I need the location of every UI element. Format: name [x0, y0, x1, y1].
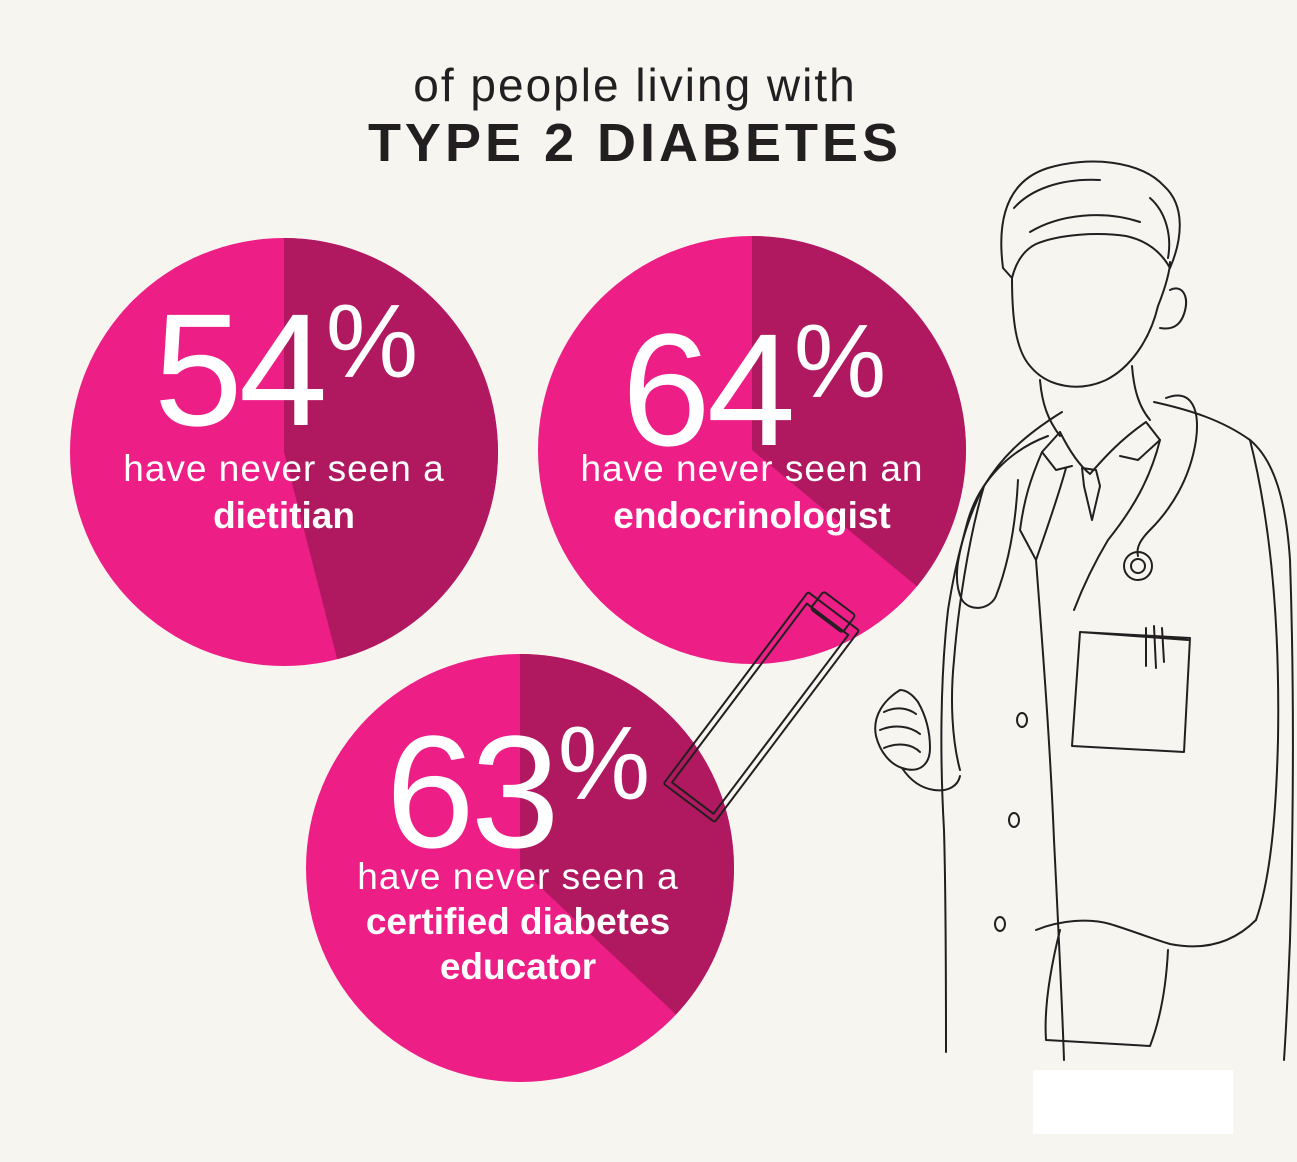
pie-2-slice-remainder	[752, 236, 966, 587]
chart-1-percent: 54%	[104, 290, 464, 450]
pie-1-slice-remainder	[284, 238, 498, 660]
chart-3-description: have never seen a certified diabetes edu…	[308, 858, 728, 985]
chart-3-line2: certified diabetes	[365, 901, 671, 942]
hand-left	[874, 689, 931, 771]
lower-pocket	[1044, 929, 1169, 1047]
chart-2-value: 64	[621, 300, 796, 479]
chart-1-value: 54	[153, 280, 328, 459]
chart-3-line1: have never seen a	[357, 856, 679, 897]
chart-2-percent: 64%	[572, 310, 932, 470]
chart-1-line2: dietitian	[213, 495, 355, 536]
clipboard	[663, 591, 860, 823]
chart-3-line3: educator	[439, 946, 597, 987]
chart-3-percent: 63%	[336, 712, 696, 872]
chart-2-line2: endocrinologist	[613, 495, 891, 536]
page-title: TYPE 2 DIABETES	[367, 113, 903, 173]
doctor-hair	[1000, 160, 1181, 279]
chest-pocket	[1071, 631, 1191, 753]
doctor-lapel-left	[1019, 451, 1067, 561]
subtitle: of people living with	[413, 59, 857, 111]
stethoscope	[955, 394, 1198, 609]
doctor-collar	[1059, 421, 1147, 475]
blank-panel	[1033, 1070, 1233, 1134]
chart-1-percent-symbol: %	[325, 284, 419, 400]
doctor-face	[1011, 261, 1171, 388]
doctor-tie	[1081, 467, 1101, 521]
pie-charts	[70, 236, 966, 1082]
chart-2-line1: have never seen an	[580, 448, 924, 489]
chart-2-description: have never seen an endocrinologist	[542, 450, 962, 534]
chart-3-percent-symbol: %	[557, 706, 651, 822]
doctor-illustration	[663, 160, 1294, 1061]
doctor-ear	[1159, 287, 1188, 330]
hand-right	[1035, 919, 1257, 948]
pie-3-slice-remainder	[520, 654, 735, 1015]
doctor-lapel-right	[1073, 439, 1161, 611]
chart-2-percent-symbol: %	[793, 304, 887, 420]
chart-1-description: have never seen a dietitian	[74, 450, 494, 534]
chart-3-value: 63	[385, 702, 560, 881]
chart-1-line1: have never seen a	[123, 448, 445, 489]
